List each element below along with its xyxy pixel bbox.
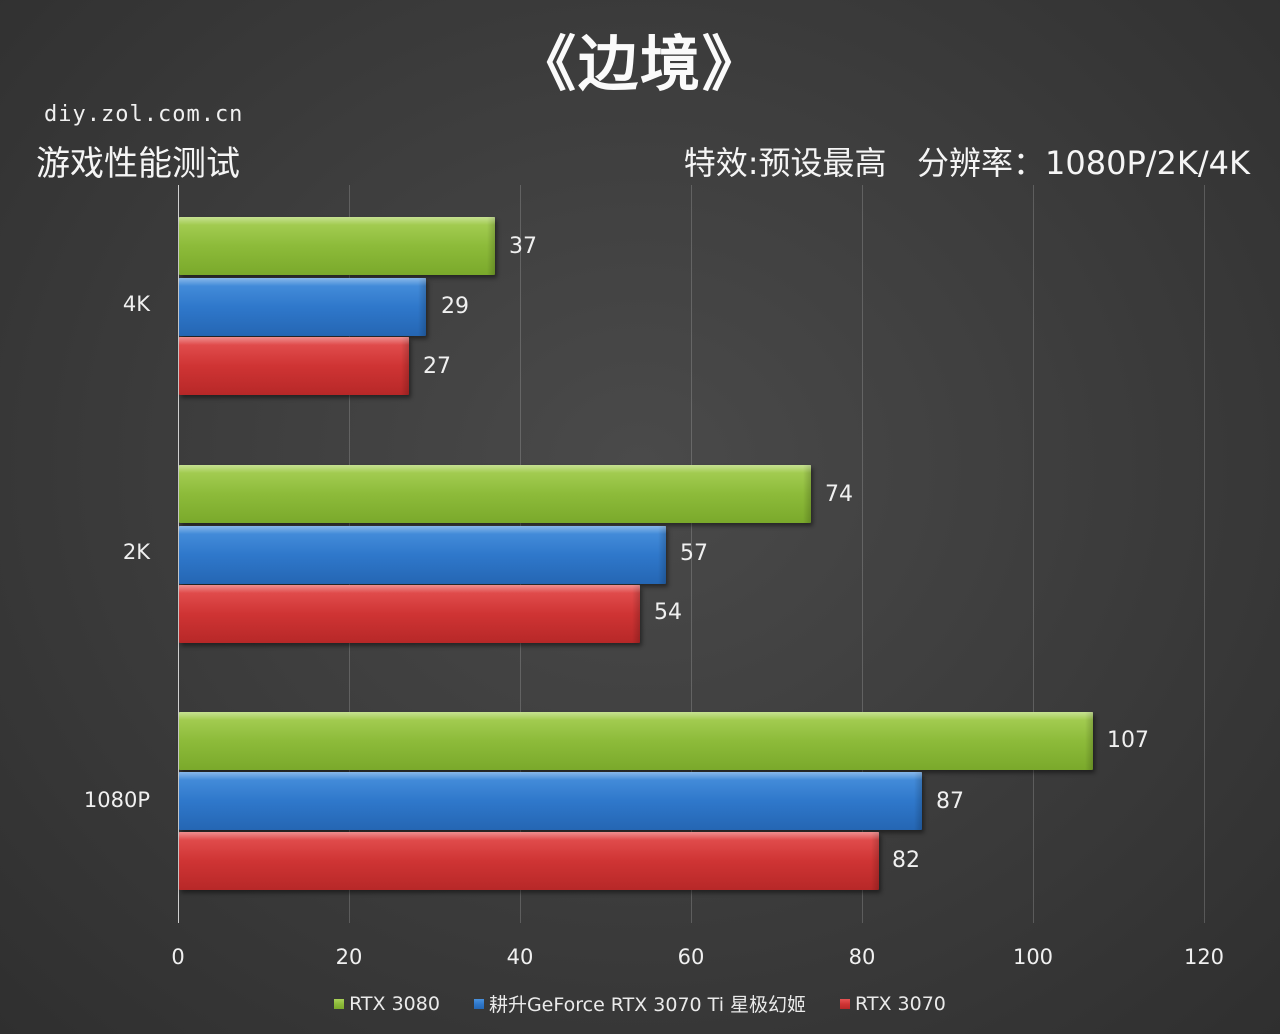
y-axis-line [178,185,179,923]
legend-swatch-icon [840,998,851,1009]
x-tick: 20 [335,945,363,969]
category-label-2k: 2K [122,540,150,564]
data-label: 87 [936,789,964,814]
bar-4k-rtx3070 [179,337,409,395]
data-label: 57 [680,541,708,566]
bar-2k-rtx3070 [179,585,640,643]
x-tick: 80 [848,945,876,969]
x-tick: 40 [506,945,534,969]
bar-1080p-rtx3080 [179,712,1093,770]
x-tick: 0 [171,945,185,969]
bar-1080p-rtx3070 [179,832,879,890]
bar-2k-rtx3070ti [179,526,666,584]
x-tick: 60 [677,945,705,969]
chart-title: 《边境》 [516,30,764,100]
bar-1080p-rtx3070ti [179,772,922,830]
category-label-1080p: 1080P [83,788,150,812]
data-label: 29 [441,294,469,319]
data-label: 107 [1107,728,1149,753]
data-label: 54 [654,600,682,625]
data-label: 82 [892,848,920,873]
site-watermark: diy.zol.com.cn [44,102,244,127]
legend: RTX 3080 耕升GeForce RTX 3070 Ti 星极幻姬 RTX … [0,990,1280,1017]
bar-4k-rtx3080 [179,217,495,275]
gridline [691,185,692,923]
data-label: 74 [825,482,853,507]
legend-item-rtx3080: RTX 3080 [334,990,440,1017]
gridline [1033,185,1034,923]
gridline [862,185,863,923]
gridline [1204,185,1205,923]
legend-item-rtx3070ti: 耕升GeForce RTX 3070 Ti 星极幻姬 [473,990,806,1017]
plot-area [178,185,1205,923]
legend-swatch-icon [334,998,345,1009]
category-label-4k: 4K [122,292,150,316]
x-tick: 100 [1012,945,1054,969]
data-label: 27 [423,354,451,379]
bar-4k-rtx3070ti [179,278,426,336]
x-tick: 120 [1183,945,1225,969]
bar-2k-rtx3080 [179,465,811,523]
test-settings: 特效:预设最高 分辨率：1080P/2K/4K [683,144,1250,182]
legend-swatch-icon [473,998,484,1009]
legend-item-rtx3070: RTX 3070 [840,990,946,1017]
chart-subtitle: 游戏性能测试 [36,144,240,184]
data-label: 37 [509,234,537,259]
